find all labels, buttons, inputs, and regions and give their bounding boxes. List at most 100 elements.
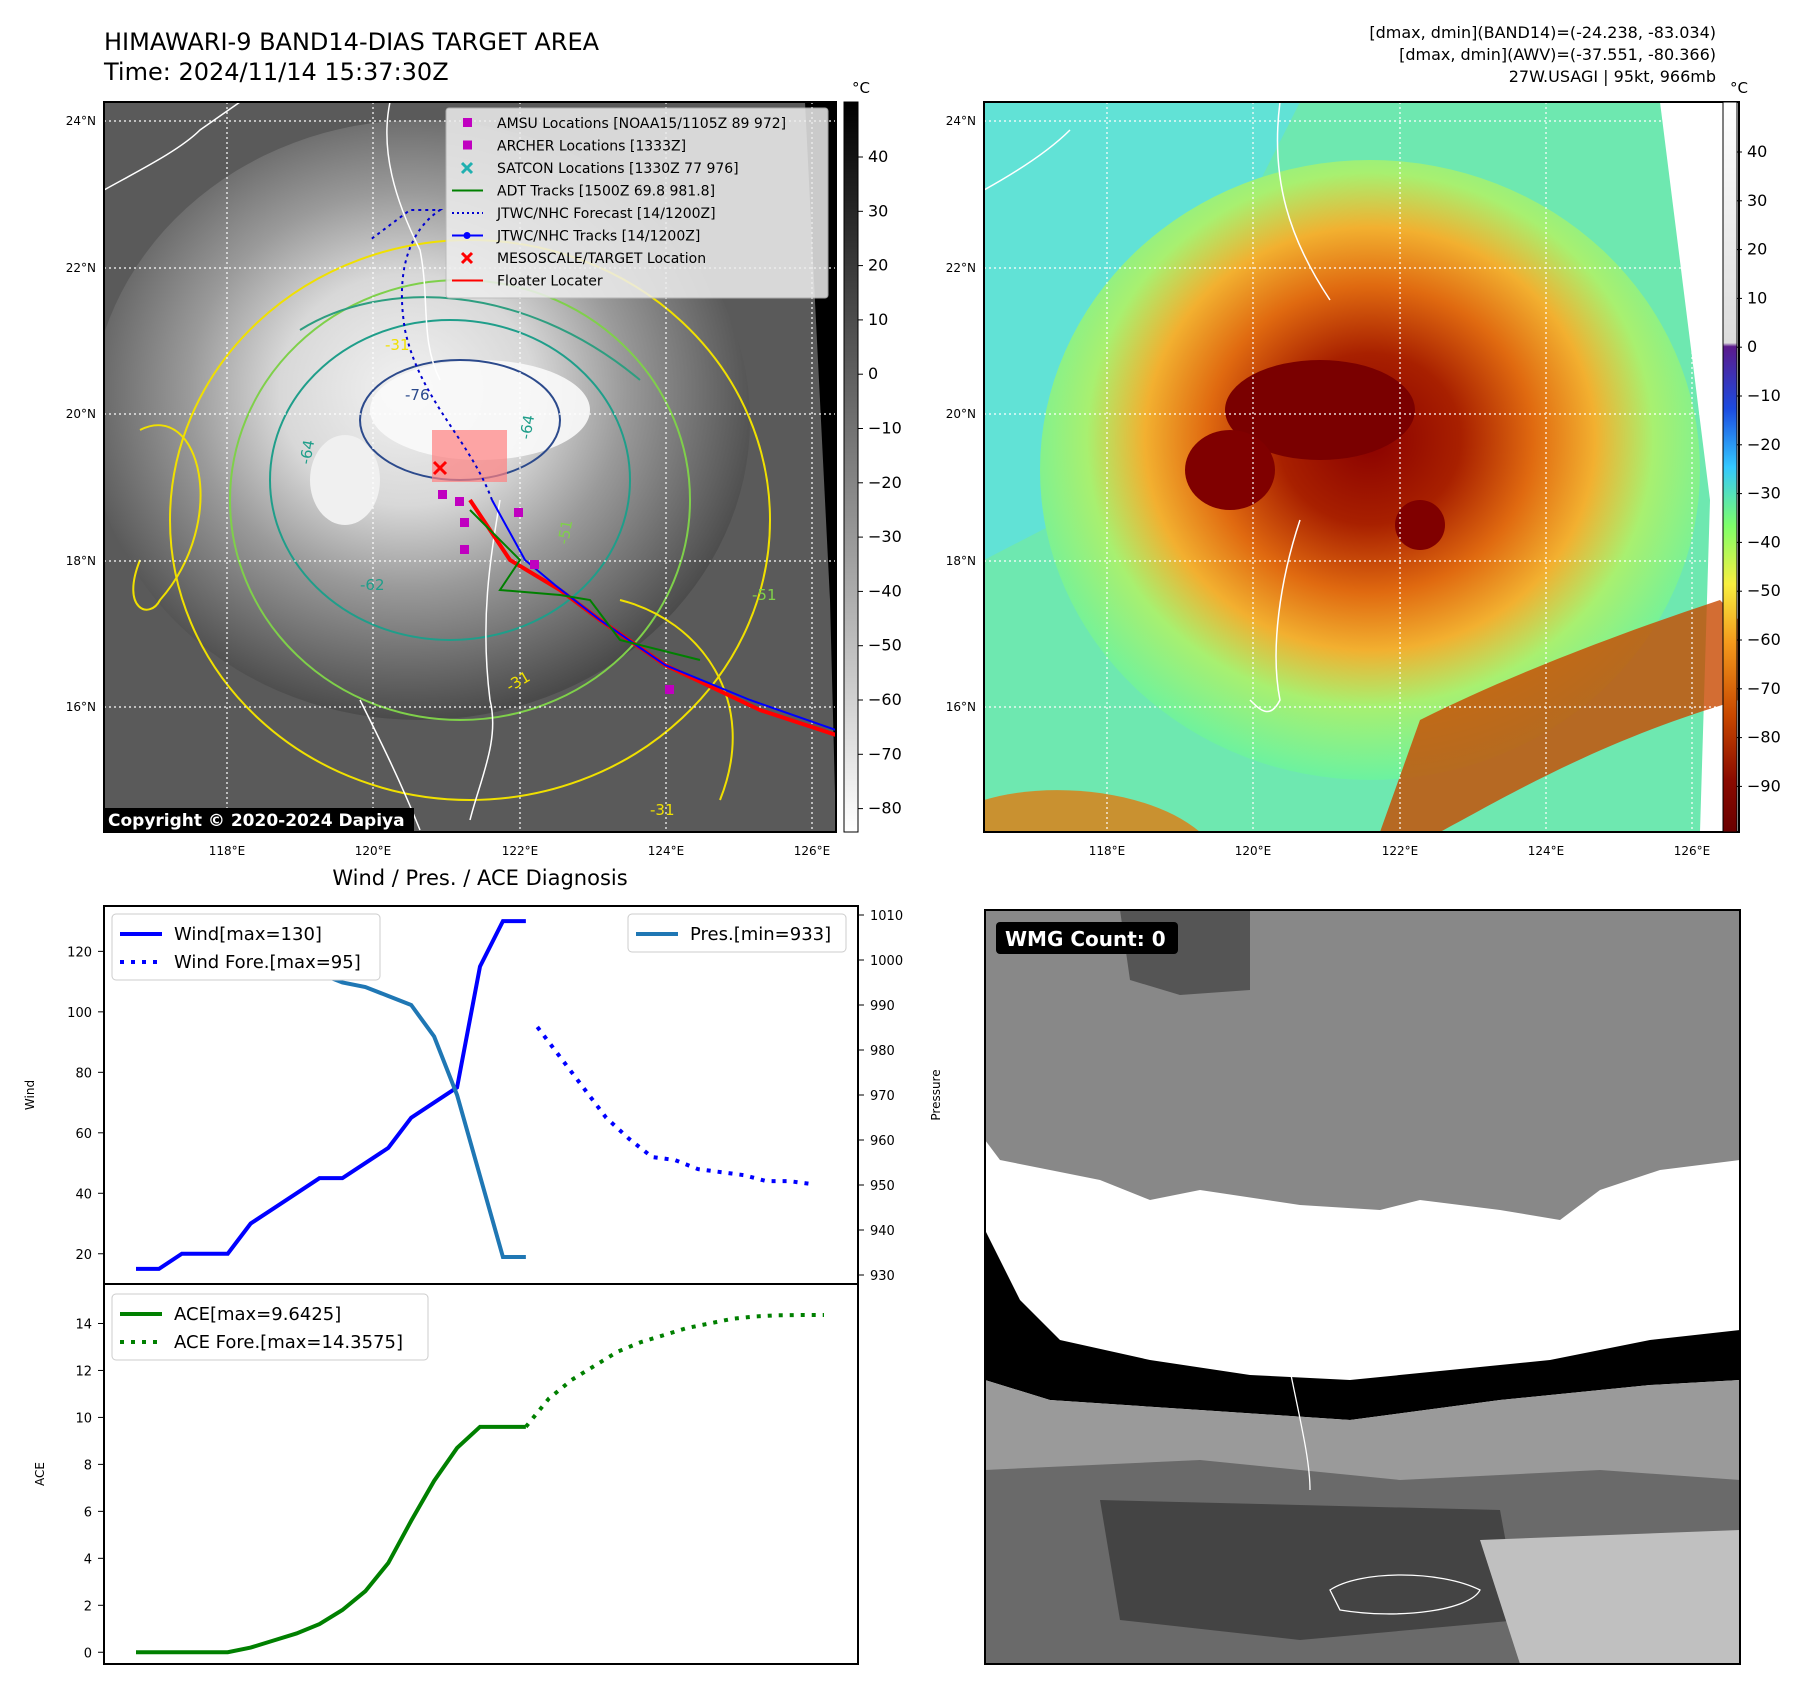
colorbar-tick-label: −40 [868, 581, 902, 600]
y-tick-label: 6 [84, 1505, 92, 1520]
legend-label: ADT Tracks [1500Z 69.8 981.8] [497, 184, 715, 200]
legend-item: JTWC/NHC Forecast [14/1200Z] [452, 206, 716, 222]
lat-label: 22°N [66, 261, 96, 275]
figure-time: Time: 2024/11/14 15:37:30Z [103, 58, 449, 86]
y-tick-label: 0 [84, 1646, 92, 1661]
y-tick-label: 100 [67, 1006, 92, 1021]
lat-label: 24°N [66, 114, 96, 128]
y-tick-label: 12 [75, 1364, 92, 1379]
map-grid [984, 102, 1739, 832]
colorbar-unit: °C [852, 79, 870, 97]
legend-label: ACE[max=9.6425] [174, 1304, 341, 1325]
series-line [136, 1424, 526, 1655]
legend-item: AMSU Locations [NOAA15/1105Z 89 972] [463, 116, 786, 132]
lat-label: 18°N [66, 554, 96, 568]
lon-label: 124°E [648, 844, 685, 858]
lon-label: 122°E [502, 844, 539, 858]
colorbar-tick-label: 10 [1747, 288, 1767, 307]
awv-map-panel [983, 101, 1740, 833]
legend-item: ADT Tracks [1500Z 69.8 981.8] [452, 184, 715, 200]
colorbar-tick-label: −40 [1747, 532, 1781, 551]
colorbar-gray: °C 40 30 20 10 0 −10 −20 −30 −40 −50 −60 −70 −80 [843, 79, 902, 833]
legend-label: JTWC/NHC Tracks [14/1200Z] [496, 229, 700, 245]
legend-item: MESOSCALE/TARGET Location [460, 251, 706, 267]
legend-marker [460, 251, 474, 265]
wmg-panel: WMG Count: 0 [984, 909, 1741, 1665]
colorbar-tick-label: −50 [1747, 581, 1781, 600]
wmg-badge [996, 922, 1178, 954]
lon-label: 118°E [1089, 844, 1126, 858]
contour-label: -76 [405, 386, 430, 404]
figure-title: HIMAWARI-9 BAND14-DIAS TARGET AREA [104, 28, 600, 56]
lon-label: 120°E [1235, 844, 1272, 858]
adt-track [469, 509, 701, 661]
colorbar-tick-label: 20 [868, 256, 888, 275]
legend-label: JTWC/NHC Forecast [14/1200Z] [496, 206, 716, 222]
wind-axis-label: Wind [23, 1080, 37, 1110]
colorbar-tick-label: 30 [1747, 191, 1767, 210]
lat-label: 16°N [946, 700, 976, 714]
y-right-tick-label: 970 [870, 1089, 895, 1104]
colorbar-tick-label: −80 [868, 799, 902, 818]
colorbar-tick-label: −10 [868, 419, 902, 438]
diagnosis-title: Wind / Pres. / ACE Diagnosis [332, 866, 627, 890]
lon-label: 120°E [355, 844, 392, 858]
copyright: Copyright © 2020-2024 Dapiya [108, 811, 405, 831]
legend-marker [463, 140, 472, 150]
legend-label: ARCHER Locations [1333Z] [497, 139, 686, 155]
y-tick-label: 8 [84, 1458, 92, 1473]
colorbar-color: °C 40 30 20 10 0 −10 −20 −30 −40 −50 −60 −70 −80 −90 [1722, 79, 1781, 833]
target-marker [432, 460, 448, 476]
stat-band14: [dmax, dmin](BAND14)=(-24.238, -83.034) [1369, 23, 1716, 42]
colorbar-tick-label: 10 [868, 310, 888, 329]
colorbar-tick-label: −70 [868, 744, 902, 763]
lat-label: 20°N [946, 407, 976, 421]
ace-chart: 0 2 4 6 8 10 12 14 ACE[max=9.6425] ACE Fore.[max=… [33, 1283, 859, 1665]
series-line [136, 919, 526, 1271]
colorbar-unit: °C [1730, 79, 1748, 97]
wmg-count: WMG Count: 0 [1005, 927, 1166, 951]
lon-label: 122°E [1382, 844, 1419, 858]
contour-label: -51 [752, 586, 777, 604]
contour-label: -62 [360, 576, 385, 594]
lat-label: 20°N [66, 407, 96, 421]
contour-label: -51 [554, 518, 576, 545]
lon-label: 124°E [1528, 844, 1565, 858]
y-right-tick-label: 940 [870, 1224, 895, 1239]
chart-legend: ACE[max=9.6425] ACE Fore.[max=14.3575] [111, 1293, 429, 1361]
y-tick-label: 2 [84, 1599, 92, 1614]
legend-label: Wind[max=130] [174, 924, 322, 945]
colorbar-tick-label: −30 [868, 527, 902, 546]
legend-label: MESOSCALE/TARGET Location [497, 251, 706, 267]
lon-label: 118°E [209, 844, 246, 858]
contour-label: -31 [385, 336, 410, 354]
colorbar-tick-label: −60 [1747, 630, 1781, 649]
stat-awv: [dmax, dmin](AWV)=(-37.551, -80.366) [1399, 45, 1716, 64]
y-tick-label: 20 [75, 1248, 92, 1263]
y-tick-label: 60 [75, 1127, 92, 1142]
y-tick-label: 120 [67, 945, 92, 960]
legend-label: ACE Fore.[max=14.3575] [174, 1332, 403, 1353]
colorbar-tick-label: −90 [1747, 776, 1781, 795]
y-right-tick-label: 950 [870, 1179, 895, 1194]
lat-label: 16°N [66, 700, 96, 714]
colorbar-tick-label: −60 [868, 690, 902, 709]
colorbar-tick-label: 40 [868, 147, 888, 166]
y-tick-label: 4 [84, 1552, 92, 1567]
colorbar-tick-label: −10 [1747, 386, 1781, 405]
y-right-tick-label: 990 [870, 999, 895, 1014]
wind-pressure-chart: 20 40 60 80 100 120 930 940 950 960 970 980 990 1000 1… [23, 905, 943, 1285]
colorbar-tick-label: 30 [868, 201, 888, 220]
colorbar-tick-label: −30 [1747, 484, 1781, 503]
pressure-axis-label: Pressure [929, 1069, 943, 1120]
y-right-tick-label: 980 [870, 1044, 895, 1059]
contour-label: -64 [296, 438, 318, 465]
map-legend: AMSU Locations [NOAA15/1105Z 89 972] ARCH… [445, 107, 829, 299]
legend-label: Pres.[min=933] [690, 924, 831, 945]
chart-legend: Pres.[min=933] [627, 913, 847, 953]
archer-markers [438, 490, 674, 694]
lon-label: 126°E [794, 844, 831, 858]
contour-label: -31 [650, 801, 675, 819]
colorbar-tick-label: 40 [1747, 142, 1767, 161]
legend-label: AMSU Locations [NOAA15/1105Z 89 972] [497, 116, 786, 132]
